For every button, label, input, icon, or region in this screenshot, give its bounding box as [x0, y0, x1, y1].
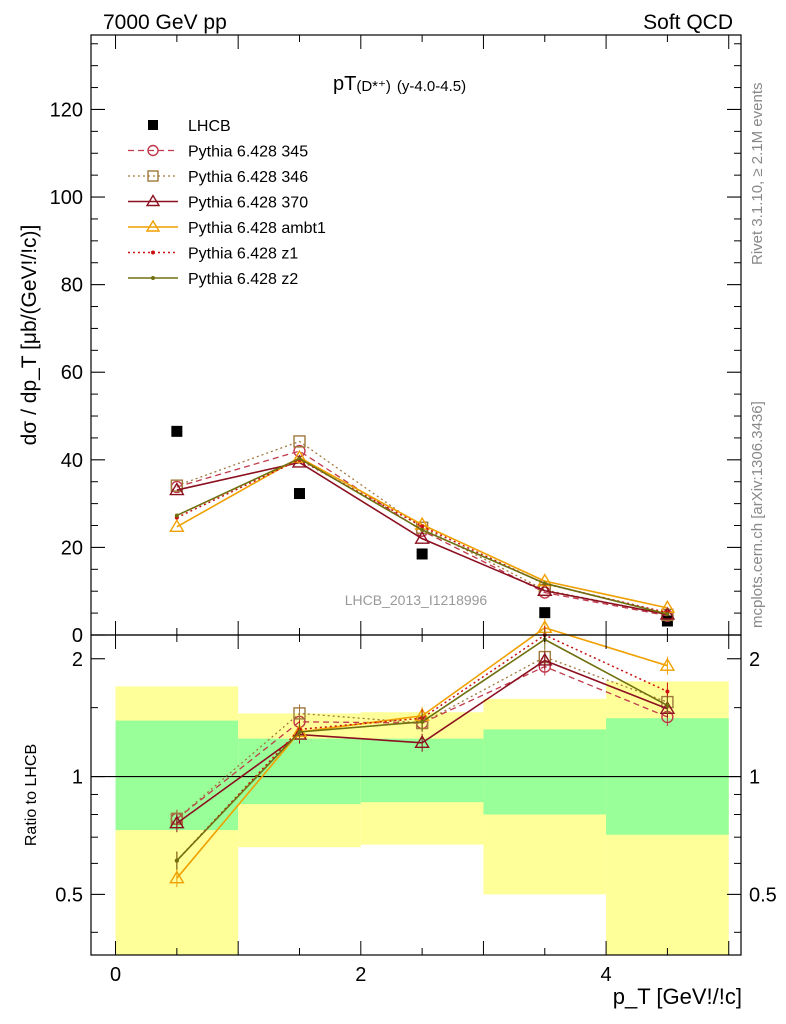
- legend-label-4: Pythia 6.428 ambt1: [188, 220, 326, 237]
- legend-label-3: Pythia 6.428 370: [188, 195, 308, 212]
- ratio-ytick-label-right-0: 0.5: [749, 884, 777, 906]
- main-point-4-1: [291, 449, 308, 463]
- main-point-0-1: [293, 488, 305, 500]
- legend-label-0: LHCB: [188, 118, 231, 135]
- main-line-3: [176, 461, 668, 616]
- ratio-point-5-0: [174, 858, 179, 863]
- energy-label: 7000 GeV pp: [103, 11, 227, 34]
- main-point-0-0: [171, 425, 183, 437]
- main-point-6-0: [174, 513, 179, 518]
- main-panel-ticks: 0 20 40 60 80 100 120: [50, 35, 741, 647]
- main-point-3-3: [537, 582, 553, 596]
- ratio-uncertainty-bands: [91, 681, 741, 955]
- main-point-2-1: [293, 435, 306, 448]
- ratio-point-3-4: [659, 657, 676, 671]
- main-title-quantity: pT: [333, 73, 356, 95]
- main-point-3-2: [414, 530, 430, 544]
- legend-label-2: Pythia 6.428 346: [188, 169, 308, 186]
- legend-marker-4: [145, 219, 161, 232]
- main-ytick-label-2: 40: [61, 450, 83, 472]
- main-title-range: (y-4.0-4.5): [397, 78, 466, 95]
- ratio-point-4-4: [665, 689, 670, 694]
- legend-marker-5: [151, 250, 155, 255]
- ratio-band-inner-3: [483, 729, 607, 815]
- mcplots-source-label: mcplots.cern.ch [arXiv:1306.3436]: [749, 401, 766, 628]
- legend-marker-6: [151, 276, 155, 280]
- main-title-particle: (D*⁺): [356, 78, 391, 95]
- ratio-point-5-1: [297, 729, 302, 734]
- legend-label-5: Pythia 6.428 z1: [188, 246, 298, 263]
- process-label: Soft QCD: [643, 11, 733, 34]
- legend-marker-1: [147, 144, 159, 157]
- legend-marker-3: [145, 194, 161, 207]
- main-point-0-3: [539, 607, 551, 619]
- legend-label-6: Pythia 6.428 z2: [188, 271, 298, 288]
- ratio-point-1-1: [293, 707, 306, 720]
- ratio-ytick-label-1: 1: [72, 767, 83, 789]
- legend-marker-0: [148, 120, 158, 130]
- ratio-point-5-2: [420, 719, 425, 724]
- ratio-ytick-label-0: 0.5: [55, 884, 83, 906]
- main-ytick-label-6: 120: [50, 99, 83, 121]
- ratio-panel-ticks: 0.5 0.5 1 1 2 2 0 2 4: [55, 635, 777, 986]
- ratio-ytick-label-2: 2: [72, 649, 83, 671]
- ratio-line-0: [176, 665, 668, 820]
- main-point-3-0: [169, 482, 185, 496]
- main-point-2-4: [661, 608, 674, 622]
- ratio-panel-series: [169, 618, 676, 888]
- ratio-ytick-label-right-1: 1: [749, 767, 760, 789]
- legend: LHCB Pythia 6.428 345 Pythia 6.428 346 Pyth…: [128, 118, 326, 288]
- ratio-panel-frame: [90, 634, 742, 956]
- ratio-point-2-3: [537, 652, 553, 666]
- main-y-axis-label: dσ / dp_T [μb/(GeV!/!c)]: [18, 225, 41, 446]
- x-tick-label-0: 0: [110, 964, 121, 986]
- main-ytick-label-5: 100: [50, 187, 83, 209]
- rivet-version-label: Rivet 3.1.10, ≥ 2.1M events: [749, 83, 766, 266]
- x-axis-label: p_T [GeV!/!c]: [613, 984, 742, 1009]
- main-point-2-0: [170, 479, 184, 492]
- main-point-6-1: [297, 456, 302, 461]
- main-point-5-2: [420, 524, 425, 529]
- x-tick-label-2: 4: [601, 964, 612, 986]
- analysis-tag: LHCB_2013_I1218996: [345, 592, 488, 608]
- ratio-point-2-2: [414, 734, 430, 748]
- ratio-ytick-label-right-2: 2: [749, 649, 760, 671]
- main-panel-series: [169, 425, 676, 627]
- main-point-4-0: [169, 518, 185, 533]
- legend-marker-2: [147, 170, 159, 182]
- ratio-band-inner-1: [238, 738, 361, 805]
- main-title: pT(D*⁺) (y-4.0-4.5): [333, 73, 466, 95]
- ratio-point-2-0: [169, 815, 185, 829]
- main-ytick-label-1: 20: [61, 537, 83, 559]
- ratio-point-3-0: [169, 870, 185, 884]
- legend-label-1: Pythia 6.428 345: [188, 144, 308, 161]
- main-ytick-label-3: 60: [61, 362, 83, 384]
- main-ytick-label-0: 0: [72, 625, 83, 647]
- ratio-line-4: [176, 634, 668, 862]
- main-point-6-3: [542, 581, 547, 586]
- main-point-6-4: [665, 611, 670, 616]
- ratio-point-5-4: [665, 703, 670, 708]
- main-point-6-2: [420, 527, 425, 532]
- main-ytick-label-4: 80: [61, 275, 83, 297]
- ratio-y-axis-label: Ratio to LHCB: [23, 744, 40, 846]
- main-point-0-2: [416, 548, 428, 560]
- x-tick-label-1: 2: [355, 964, 366, 986]
